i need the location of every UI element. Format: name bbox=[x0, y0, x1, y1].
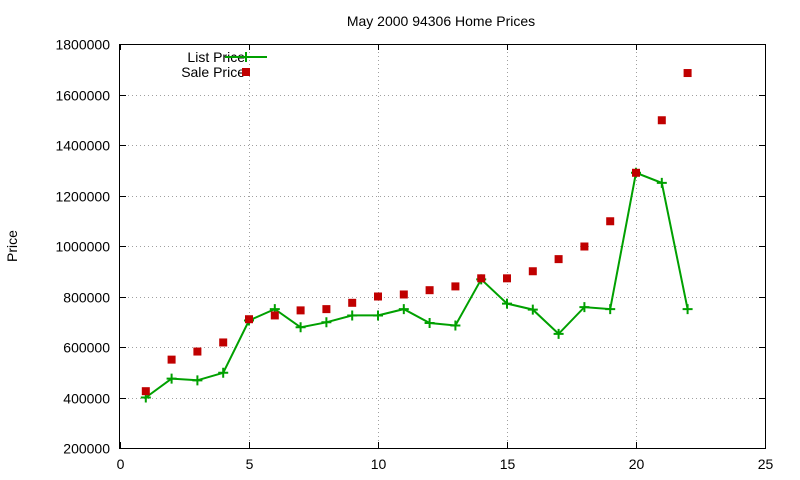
x-tick-label: 25 bbox=[758, 456, 774, 472]
x-tick-label: 20 bbox=[629, 456, 645, 472]
legend-label-list-price: List Price bbox=[187, 49, 245, 65]
list-price-point bbox=[347, 310, 358, 321]
y-tick-label: 400000 bbox=[63, 391, 110, 407]
sale-price-point bbox=[528, 267, 537, 276]
list-price-point bbox=[656, 177, 667, 188]
y-tick-label: 1200000 bbox=[55, 189, 110, 205]
sale-price-point bbox=[374, 292, 382, 301]
y-tick-label: 1400000 bbox=[55, 138, 110, 154]
series-list-price bbox=[140, 167, 693, 403]
list-price-point bbox=[218, 367, 229, 378]
legend-label-sale-price: Sale Price bbox=[181, 64, 245, 80]
y-tick-label: 1800000 bbox=[55, 37, 110, 53]
list-price-point bbox=[605, 304, 616, 315]
sale-price-point bbox=[270, 311, 279, 320]
list-price-point bbox=[295, 322, 306, 333]
series-layer bbox=[140, 69, 693, 403]
list-price-point bbox=[321, 317, 332, 328]
list-price-point bbox=[450, 320, 461, 331]
chart-title: May 2000 94306 Home Prices bbox=[347, 13, 535, 29]
legend-swatch-marker bbox=[242, 68, 250, 76]
x-tick-label: 15 bbox=[500, 456, 516, 472]
list-price-point bbox=[502, 298, 512, 309]
y-tick-label: 200000 bbox=[63, 441, 110, 457]
sale-price-point bbox=[683, 69, 692, 78]
sale-price-point bbox=[193, 347, 202, 356]
y-tick-label: 800000 bbox=[63, 290, 110, 306]
series-sale-price bbox=[141, 69, 692, 396]
x-tick-label: 0 bbox=[117, 456, 125, 472]
sale-price-point bbox=[477, 274, 486, 283]
sale-price-point bbox=[167, 355, 176, 364]
sale-price-point bbox=[632, 168, 640, 177]
y-axis-label: Price bbox=[4, 230, 20, 262]
legend-swatch-marker bbox=[241, 52, 251, 62]
list-price-point bbox=[192, 375, 203, 386]
list-price-line bbox=[145, 171, 689, 399]
y-tick-label: 600000 bbox=[63, 340, 110, 356]
sale-price-point bbox=[296, 306, 305, 315]
sale-price-point bbox=[503, 274, 511, 283]
plot-frame bbox=[119, 44, 766, 449]
list-price-point bbox=[166, 373, 177, 384]
list-price-point bbox=[553, 328, 564, 339]
axis-ticks: 0 5 10 15 20 25 200000 400000 600000 800000 100000… bbox=[55, 37, 773, 473]
sale-price-point bbox=[580, 242, 589, 251]
list-price-point bbox=[579, 302, 590, 313]
sale-price-point bbox=[657, 116, 666, 125]
x-tick-label: 5 bbox=[246, 456, 254, 472]
list-price-point bbox=[527, 304, 538, 315]
y-tick-label: 1000000 bbox=[55, 239, 110, 255]
sale-price-point bbox=[245, 315, 253, 324]
sale-price-point bbox=[141, 387, 150, 396]
sale-price-point bbox=[348, 298, 357, 307]
list-price-point bbox=[682, 304, 693, 315]
list-price-point bbox=[398, 304, 409, 315]
sale-price-point bbox=[606, 217, 615, 226]
list-price-point bbox=[424, 318, 435, 329]
grid bbox=[120, 44, 765, 448]
sale-price-point bbox=[554, 255, 563, 264]
x-tick-label: 10 bbox=[371, 456, 387, 472]
sale-price-point bbox=[219, 338, 228, 347]
sale-price-point bbox=[322, 305, 331, 314]
sale-price-point bbox=[451, 282, 460, 291]
sale-price-point bbox=[425, 286, 434, 295]
list-price-point bbox=[373, 310, 383, 321]
sale-price-point bbox=[399, 290, 408, 299]
y-tick-label: 1600000 bbox=[55, 88, 110, 104]
